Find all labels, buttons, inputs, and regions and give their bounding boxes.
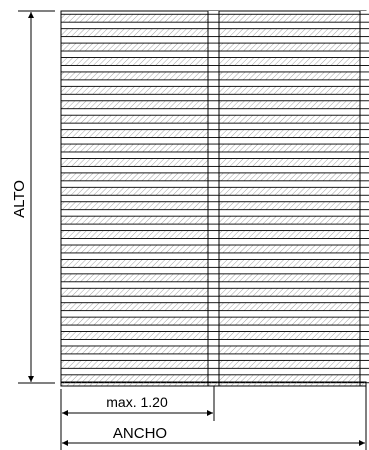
height-label: ALTO [11,180,28,218]
height-dimension: ALTO [11,10,55,384]
grating-panel [60,10,369,387]
max-span-label: max. 1.20 [106,394,168,410]
bottom-frame [60,381,367,387]
support-bar [360,11,369,386]
support-bar [208,11,219,386]
width-label: ANCHO [113,425,167,442]
width-dimension: ANCHO [62,386,367,450]
max-span-dimension: max. 1.20 [60,386,215,450]
